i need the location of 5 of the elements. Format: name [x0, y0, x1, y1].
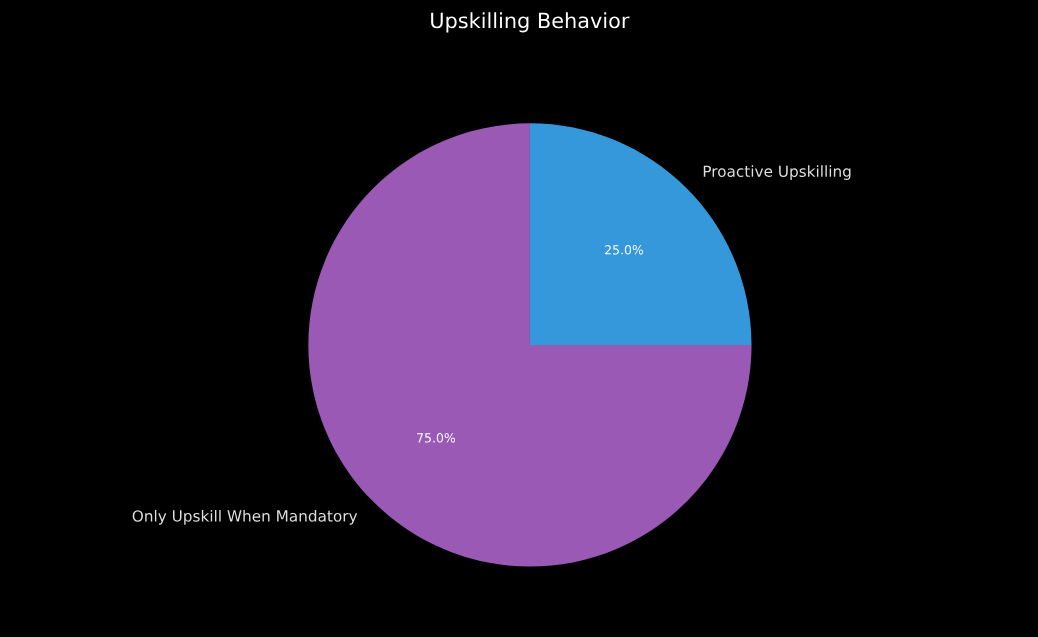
slice-label: Proactive Upskilling — [703, 165, 851, 180]
data-label: 25.0% — [605, 245, 644, 255]
data-label: 75.0% — [417, 433, 456, 443]
slice-label: Only Upskill When Mandatory — [132, 509, 358, 525]
chart-title: Upskilling Behavior — [431, 12, 630, 33]
